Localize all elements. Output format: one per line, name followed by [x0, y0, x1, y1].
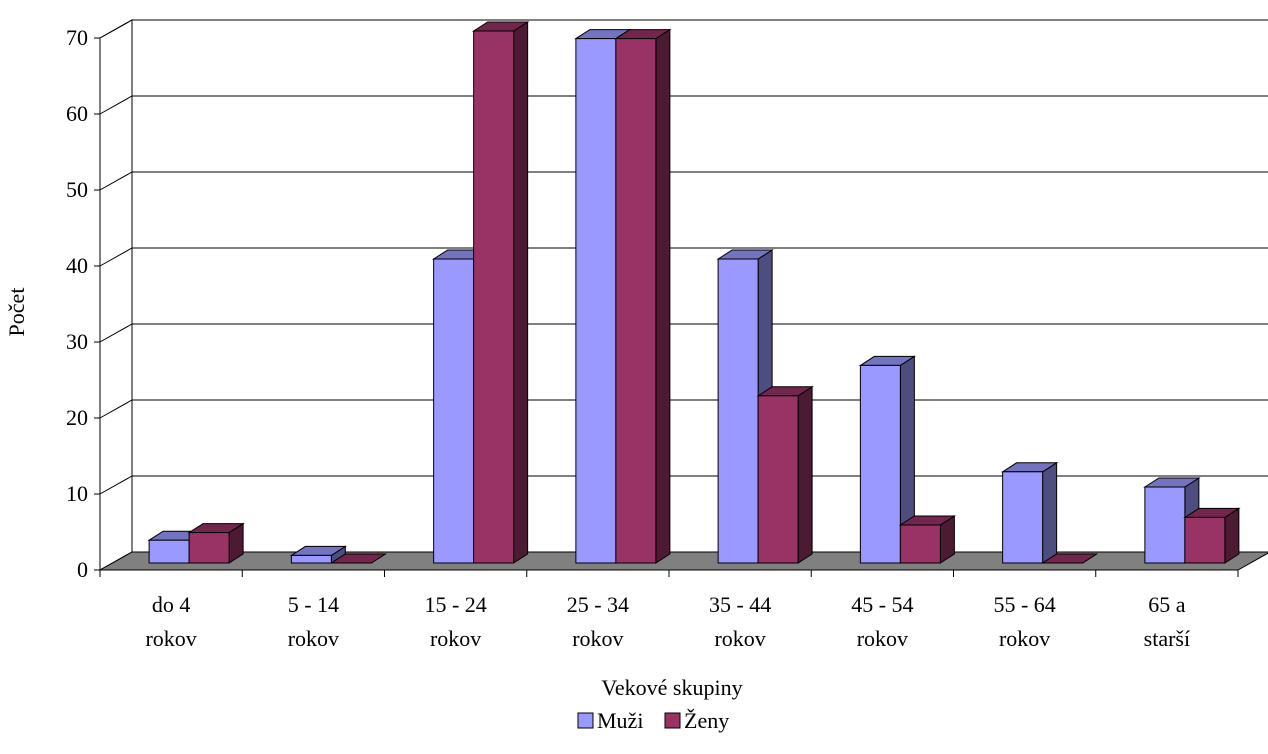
bar-top	[329, 553, 388, 564]
bar-front	[1184, 516, 1226, 564]
bar-top	[1040, 553, 1099, 564]
x-category-label: rokov	[714, 626, 765, 651]
gridline	[99, 19, 1268, 39]
bar-zeny	[756, 385, 814, 564]
bar-side	[513, 21, 529, 564]
x-category-label: rokov	[145, 626, 196, 651]
bar-front	[717, 258, 759, 564]
y-tick-label: 50	[66, 177, 88, 202]
y-tick-label: 30	[66, 329, 88, 354]
x-axis-title: Vekové skupiny	[601, 675, 742, 700]
y-axis-title: Počet	[4, 288, 29, 337]
gridline	[99, 171, 1268, 191]
x-category-label: 5 - 14	[288, 592, 339, 617]
legend-swatch-zeny	[664, 712, 681, 729]
x-category-label: rokov	[430, 626, 481, 651]
bar-front	[575, 38, 617, 564]
y-tick-label: 60	[66, 101, 88, 126]
x-category-label: 25 - 34	[567, 592, 629, 617]
gridline	[99, 247, 1268, 267]
bar-side	[1042, 461, 1058, 564]
x-category-label: rokov	[288, 626, 339, 651]
x-category-label: do 4	[152, 592, 191, 617]
legend-label: Muži	[597, 708, 643, 733]
bar-side	[655, 28, 671, 564]
side-wall	[99, 19, 133, 571]
y-tick-label: 0	[77, 557, 88, 582]
x-axis: do 4 rokov 5 - 14 rokov 15 - 24 rokov 25 - 34 r…	[99, 569, 1239, 651]
legend-swatch-muzi	[577, 712, 594, 729]
legend: Muži Ženy	[577, 708, 729, 733]
bar-front	[899, 524, 941, 564]
bar-front	[859, 364, 901, 564]
bar-front	[615, 38, 657, 564]
bar-side	[797, 385, 813, 564]
bar-zeny	[471, 21, 530, 564]
x-category-label: starší	[1144, 626, 1190, 651]
x-category-label: rokov	[857, 626, 908, 651]
x-category-label: rokov	[999, 626, 1050, 651]
bar-zeny	[1183, 507, 1241, 564]
bar-front	[290, 554, 332, 564]
bar-zeny	[187, 522, 245, 564]
bar-zeny	[329, 553, 388, 564]
x-category-label: 35 - 44	[709, 592, 771, 617]
bar-front	[1002, 471, 1044, 564]
x-category-label: 55 - 64	[993, 592, 1055, 617]
y-axis: 0 10 20 30 40 50 60 70	[66, 25, 101, 582]
bar-front	[1144, 486, 1186, 564]
gridline	[99, 95, 1268, 115]
bar-front	[188, 532, 230, 564]
back-wall	[132, 20, 1268, 552]
y-tick-label: 40	[66, 253, 88, 278]
y-tick-label: 20	[66, 405, 88, 430]
bar-zeny	[1040, 553, 1099, 564]
y-tick-label: 10	[66, 481, 88, 506]
x-category-label: 45 - 54	[851, 592, 913, 617]
bar-muzi	[858, 355, 917, 564]
y-tick-label: 70	[66, 25, 88, 50]
bar-front	[757, 395, 799, 564]
bar-front	[473, 30, 515, 564]
bar-front	[433, 258, 475, 564]
gridline	[99, 323, 1268, 343]
chart-walls	[99, 19, 1268, 571]
x-category-label: rokov	[572, 626, 623, 651]
bar-zeny	[898, 515, 957, 564]
bar-front	[148, 539, 190, 564]
x-category-label: 15 - 24	[424, 592, 486, 617]
bar-muzi	[1000, 461, 1059, 564]
bar-muzi	[289, 545, 348, 564]
bar-zeny	[614, 28, 672, 564]
gridlines	[99, 19, 1268, 495]
x-category-label: 65 a	[1148, 592, 1186, 617]
legend-label: Ženy	[684, 708, 729, 733]
bars	[147, 21, 1241, 564]
